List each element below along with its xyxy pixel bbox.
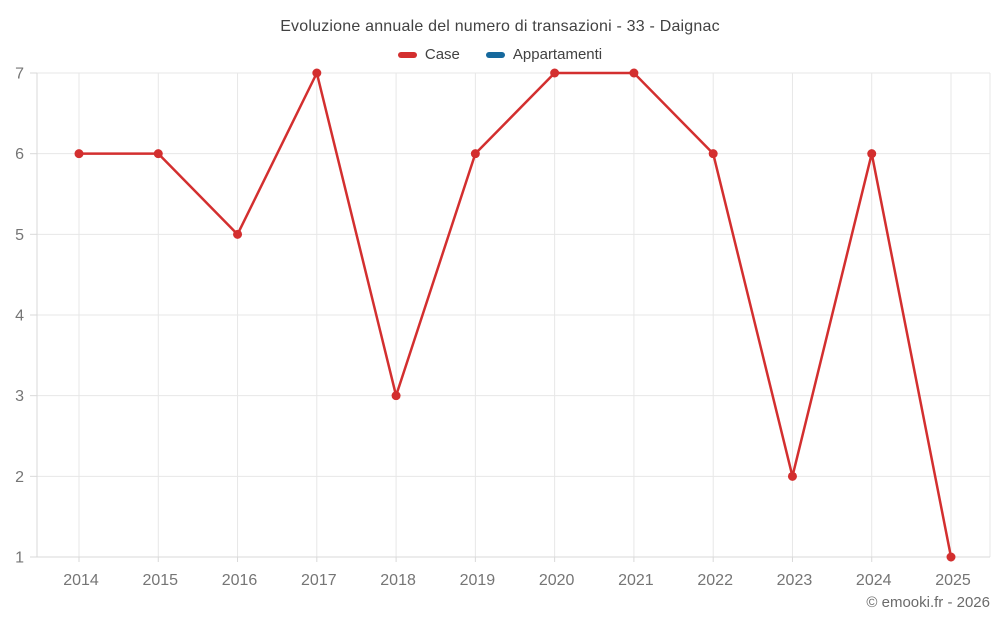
data-point[interactable] (312, 68, 322, 78)
appartamenti-series-swatch-icon (485, 51, 505, 58)
y-tick-label: 7 (15, 66, 24, 83)
data-point[interactable] (550, 68, 560, 78)
y-tick-label: 3 (15, 388, 24, 405)
legend-item-case[interactable]: Case (397, 46, 460, 63)
x-tick-label: 2021 (618, 572, 654, 589)
data-point[interactable] (74, 149, 84, 159)
data-point[interactable] (629, 68, 639, 78)
case-series-swatch-icon (397, 51, 417, 58)
chart-title: Evoluzione annuale del numero di transaz… (280, 18, 720, 35)
y-tick-label: 2 (15, 469, 24, 486)
x-tick-label: 2016 (222, 572, 258, 589)
attribution: © emooki.fr - 2026 (866, 594, 990, 611)
data-point[interactable] (708, 149, 718, 159)
x-tick-label: 2023 (777, 572, 813, 589)
axes (30, 72, 991, 562)
x-tick-label: 2018 (380, 572, 416, 589)
gridlines (37, 72, 990, 558)
data-point[interactable] (233, 229, 243, 239)
legend-label-appartamenti: Appartamenti (512, 46, 603, 63)
data-point[interactable] (867, 149, 877, 159)
data-point[interactable] (946, 552, 956, 562)
y-tick-label: 4 (15, 308, 24, 325)
data-point[interactable] (153, 149, 163, 159)
legend-label-case: Case (424, 46, 460, 63)
y-tick-label: 6 (15, 146, 24, 163)
x-tick-label: 2025 (935, 572, 971, 589)
series-line (77, 71, 953, 559)
x-tick-label: 2020 (539, 572, 575, 589)
x-tick-label: 2015 (142, 572, 178, 589)
x-tick-label: 2019 (460, 572, 496, 589)
x-tick-label: 2017 (301, 572, 337, 589)
y-tick-label: 1 (15, 550, 24, 567)
x-tick-label: 2024 (856, 572, 892, 589)
data-point[interactable] (470, 149, 480, 159)
y-tick-label: 5 (15, 227, 24, 244)
legend-item-appartamenti[interactable]: Appartamenti (485, 46, 603, 63)
data-point[interactable] (391, 391, 401, 401)
x-tick-label: 2022 (697, 572, 733, 589)
axis-labels: 1 2 3 4 5 6 7 2014 2015 2016 2017 2018 2019 2020 2021 2… (15, 66, 971, 590)
x-tick-label: 2014 (63, 572, 99, 589)
series-case (74, 68, 956, 562)
legend: Case Appartamenti (0, 46, 1000, 63)
data-point[interactable] (787, 471, 797, 481)
